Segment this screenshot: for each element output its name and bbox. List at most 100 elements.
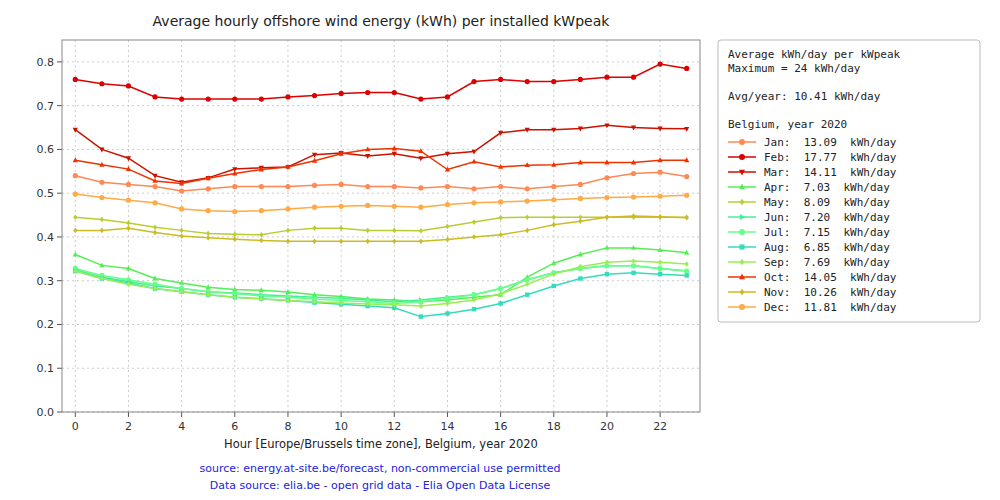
legend-entry: Jun: 7.20 kWh/day — [764, 211, 890, 224]
point — [339, 182, 344, 187]
point — [552, 222, 556, 228]
point — [179, 206, 184, 211]
point — [73, 191, 78, 196]
point — [365, 154, 370, 159]
series — [73, 61, 690, 101]
point — [604, 175, 609, 180]
x-tick — [500, 412, 501, 417]
x-grid-line — [234, 40, 235, 412]
legend-title: Maximum = 24 kWh/day — [728, 62, 861, 75]
point — [605, 259, 609, 265]
x-tick — [75, 412, 76, 417]
x-tick — [287, 412, 288, 417]
point — [286, 238, 290, 244]
point — [684, 193, 689, 198]
point — [206, 186, 211, 191]
legend: Average kWh/day per kWpeakMaximum = 24 k… — [718, 40, 980, 322]
point — [658, 266, 663, 271]
point — [73, 269, 77, 273]
point — [233, 295, 237, 299]
series — [73, 263, 690, 306]
point — [285, 184, 290, 189]
point — [73, 173, 78, 178]
series-line — [75, 125, 686, 182]
point — [499, 291, 503, 297]
grid — [62, 40, 700, 412]
point — [126, 182, 131, 187]
legend-frame — [718, 40, 980, 322]
x-grid-line — [75, 40, 76, 412]
point — [180, 228, 184, 234]
point — [685, 214, 689, 220]
point — [152, 178, 157, 183]
x-tick-label: 2 — [125, 420, 132, 433]
legend-marker — [739, 229, 745, 235]
point — [153, 286, 157, 290]
y-tick — [57, 412, 62, 413]
point — [419, 238, 423, 244]
point — [498, 199, 503, 204]
point — [232, 96, 237, 101]
point — [685, 268, 690, 273]
point — [339, 151, 344, 156]
x-tick — [553, 412, 554, 417]
y-grid-line — [62, 61, 700, 62]
point — [153, 286, 157, 292]
point — [100, 276, 104, 282]
point — [285, 94, 290, 99]
point — [259, 184, 264, 189]
point — [232, 209, 237, 214]
point — [126, 265, 131, 270]
point — [153, 230, 157, 236]
point — [392, 184, 397, 189]
point — [658, 61, 663, 66]
point — [658, 214, 662, 220]
legend-entry: Jul: 7.15 kWh/day — [764, 226, 890, 239]
point — [498, 286, 503, 291]
point — [392, 152, 397, 157]
series — [73, 269, 689, 319]
point — [99, 162, 104, 167]
x-tick — [394, 412, 395, 417]
x-tick-label: 0 — [72, 420, 79, 433]
point — [339, 300, 343, 306]
point — [471, 79, 476, 84]
x-tick — [341, 412, 342, 417]
point — [631, 258, 635, 264]
point — [578, 182, 583, 187]
point — [578, 218, 582, 224]
point — [179, 96, 184, 101]
y-tick — [57, 368, 62, 369]
point — [685, 215, 689, 221]
point — [631, 171, 636, 176]
point — [552, 284, 556, 288]
legend-marker — [739, 154, 745, 160]
point — [73, 128, 78, 133]
point — [259, 167, 264, 172]
series-line — [75, 217, 686, 235]
legend-marker — [739, 244, 744, 249]
point — [286, 298, 290, 302]
point — [658, 247, 663, 252]
series-line — [75, 64, 686, 99]
point — [285, 164, 290, 169]
point — [525, 281, 529, 287]
point — [365, 146, 370, 151]
series-line — [75, 248, 686, 302]
point — [525, 186, 530, 191]
point — [658, 157, 663, 162]
x-tick-label: 18 — [547, 420, 561, 433]
point — [99, 195, 104, 200]
legend-marker — [739, 139, 745, 145]
point — [206, 284, 211, 289]
y-grid-line — [62, 368, 700, 369]
x-grid-line — [606, 40, 607, 412]
legend-marker — [739, 184, 745, 190]
point — [605, 214, 609, 220]
point — [578, 196, 583, 201]
point — [286, 298, 290, 304]
source-text: source: energy.at-site.be/forecast, non-… — [200, 462, 561, 475]
legend-marker — [740, 259, 745, 266]
x-tick-label: 22 — [653, 420, 667, 433]
point — [285, 289, 290, 294]
